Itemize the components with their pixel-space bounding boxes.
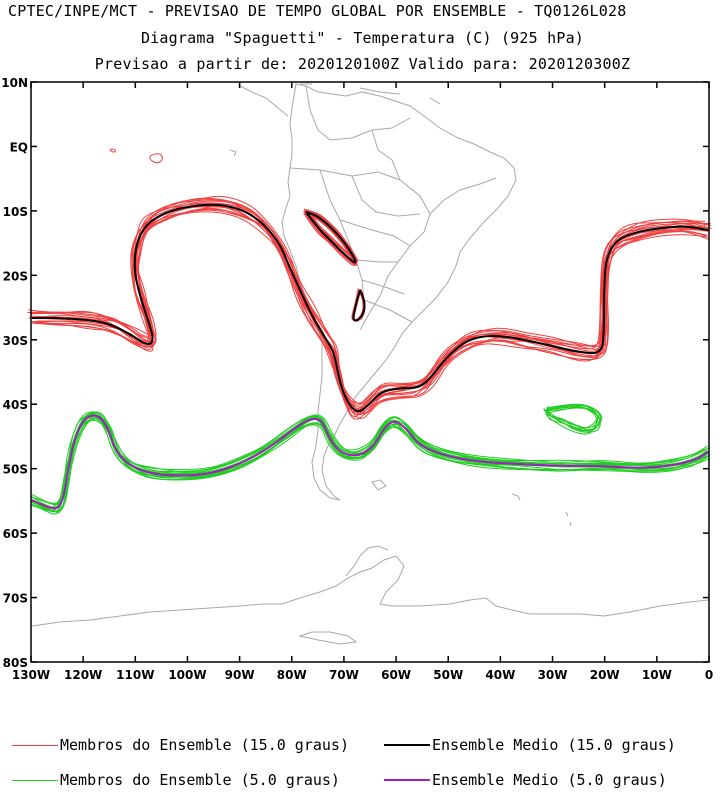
- map-frame: [30, 81, 710, 663]
- member-5-contour: [31, 419, 710, 515]
- lon-label: 130W: [12, 668, 50, 682]
- legend-swatch-red: [12, 744, 58, 746]
- lon-label: 80W: [277, 668, 307, 682]
- lat-label: 70S: [3, 592, 28, 606]
- sandwich-islands: [565, 511, 572, 527]
- coastlines: [31, 83, 709, 645]
- ensemble-members-15: [27, 148, 712, 420]
- member-5-loop: [546, 404, 603, 431]
- member-15-contour: [32, 211, 709, 420]
- central-america-coast: [239, 83, 441, 117]
- title-line-2: Diagrama "Spaguetti" - Temperatura (C) (…: [140, 29, 585, 47]
- lat-label: 20S: [3, 269, 28, 283]
- ensemble-mean-15-andes: [305, 211, 357, 264]
- lon-label: 40W: [485, 668, 515, 682]
- lat-label: 10S: [3, 205, 28, 219]
- member-15-contour: [31, 200, 712, 413]
- member-5-contour: [31, 413, 710, 509]
- legend-members-5: Membros do Ensemble (5.0 graus): [12, 771, 340, 789]
- ensemble-mean-15: [31, 203, 709, 413]
- ensemble-members-5: [30, 403, 711, 515]
- lon-label: 60W: [381, 668, 411, 682]
- member-5-contour: [31, 411, 708, 504]
- member-15-island-b: [109, 148, 116, 153]
- member-5-loop: [543, 406, 599, 429]
- antarctica-coast: [31, 555, 709, 627]
- member-5-contour: [31, 413, 709, 505]
- legend-swatch-purple: [384, 779, 430, 781]
- lat-label: 50S: [3, 463, 28, 477]
- legend-label-mean-5: Ensemble Medio (5.0 graus): [432, 771, 667, 789]
- antarctic-peninsula: [345, 545, 389, 577]
- legend-swatch-black: [384, 744, 430, 746]
- member-5-contour: [30, 414, 708, 509]
- legend-label-members-5: Membros do Ensemble (5.0 graus): [60, 771, 340, 789]
- legend-mean-15: Ensemble Medio (15.0 graus): [384, 736, 676, 754]
- lon-label: 90W: [225, 668, 255, 682]
- lon-label: 30W: [538, 668, 568, 682]
- ensemble-mean-15-loop: [352, 289, 366, 322]
- lon-label: 10W: [642, 668, 672, 682]
- member-15-contour: [31, 195, 711, 405]
- axis-ticks: [30, 81, 710, 663]
- lat-label: 30S: [3, 334, 28, 348]
- ensemble-mean-5: [31, 414, 709, 510]
- member-15-andes: [303, 213, 356, 267]
- country-borders: [289, 85, 497, 331]
- member-5-loop: [546, 407, 601, 433]
- lon-label: 70W: [329, 668, 359, 682]
- title-line-3: Previsao a partir de: 2020120100Z Valido…: [94, 55, 631, 73]
- member-15-andes: [305, 208, 358, 262]
- legend-label-mean-15: Ensemble Medio (15.0 graus): [432, 736, 676, 754]
- lat-label: EQ: [10, 140, 28, 154]
- lat-label: 40S: [3, 398, 28, 412]
- lon-label: 20W: [590, 668, 620, 682]
- lon-label: 120W: [64, 668, 102, 682]
- antarctic-island: [298, 631, 358, 645]
- legend-label-members-15: Membros do Ensemble (15.0 graus): [60, 736, 349, 754]
- lat-label: 80S: [3, 656, 28, 670]
- lon-label: 110W: [116, 668, 154, 682]
- member-5-contour: [31, 419, 707, 513]
- legend-members-15: Membros do Ensemble (15.0 graus): [12, 736, 349, 754]
- member-5-contour: [30, 411, 708, 506]
- title-line-1: CPTEC/INPE/MCT - PREVISAO DE TEMPO GLOBA…: [8, 2, 627, 20]
- lon-label: 0: [705, 668, 713, 682]
- legend-swatch-green: [12, 779, 58, 781]
- south-georgia: [511, 493, 521, 501]
- member-15-contour: [36, 206, 711, 415]
- lat-label: 10N: [1, 76, 28, 90]
- lon-label: 100W: [168, 668, 206, 682]
- member-5-contour: [31, 414, 709, 508]
- member-15-island-a: [149, 153, 163, 164]
- galapagos: [229, 149, 237, 157]
- lon-label: 50W: [433, 668, 463, 682]
- falklands: [371, 479, 387, 491]
- lat-label: 60S: [3, 527, 28, 541]
- member-5-contour: [31, 411, 706, 505]
- legend-mean-5: Ensemble Medio (5.0 graus): [384, 771, 667, 789]
